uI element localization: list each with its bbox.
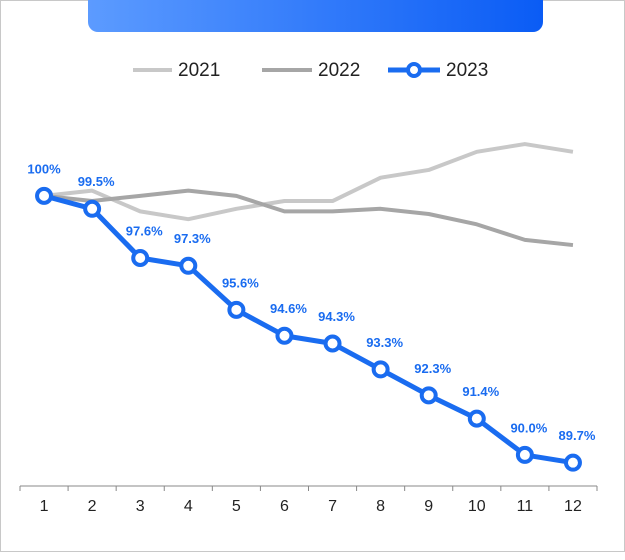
marker: [323, 334, 342, 353]
marker: [179, 256, 198, 275]
x-tick-label: 1: [40, 498, 49, 515]
legend-marker: [406, 62, 422, 78]
series-line: [43, 142, 574, 222]
marker: [515, 445, 534, 464]
x-tick-label: 6: [280, 498, 289, 515]
value-label: 94.3%: [318, 309, 355, 324]
x-tick-label: 10: [468, 498, 486, 515]
x-tick-label: 7: [328, 498, 337, 515]
marker: [467, 409, 486, 428]
value-label: 97.3%: [174, 231, 211, 246]
series-line: [43, 188, 574, 248]
legend-label: 2023: [446, 60, 488, 81]
x-tick-label: 5: [232, 498, 241, 515]
marker: [563, 453, 582, 472]
marker: [35, 186, 54, 205]
marker: [83, 199, 102, 218]
marker: [227, 300, 246, 319]
x-tick-label: 8: [376, 498, 385, 515]
x-tick-label: 12: [564, 498, 582, 515]
value-label: 91.4%: [462, 384, 499, 399]
value-label: 90.0%: [510, 420, 547, 435]
value-label: 99.5%: [78, 174, 115, 189]
x-tick-label: 9: [424, 498, 433, 515]
legend-label: 2022: [318, 60, 360, 81]
marker: [131, 249, 150, 268]
value-label: 95.6%: [222, 275, 259, 290]
series-line: [43, 193, 574, 466]
value-label: 92.3%: [414, 361, 451, 376]
x-tick-label: 3: [136, 498, 145, 515]
value-label: 89.7%: [559, 428, 596, 443]
x-tick-label: 4: [184, 498, 193, 515]
title-banner: [88, 0, 543, 32]
x-tick-label: 2: [88, 498, 97, 515]
value-label: 93.3%: [366, 335, 403, 350]
x-tick-label: 11: [517, 498, 534, 515]
value-label: 94.6%: [270, 301, 307, 316]
value-label: 97.6%: [126, 223, 163, 238]
marker: [419, 386, 438, 405]
marker: [275, 326, 294, 345]
marker: [371, 360, 390, 379]
value-label: 100%: [27, 161, 61, 176]
legend-label: 2021: [178, 60, 220, 81]
